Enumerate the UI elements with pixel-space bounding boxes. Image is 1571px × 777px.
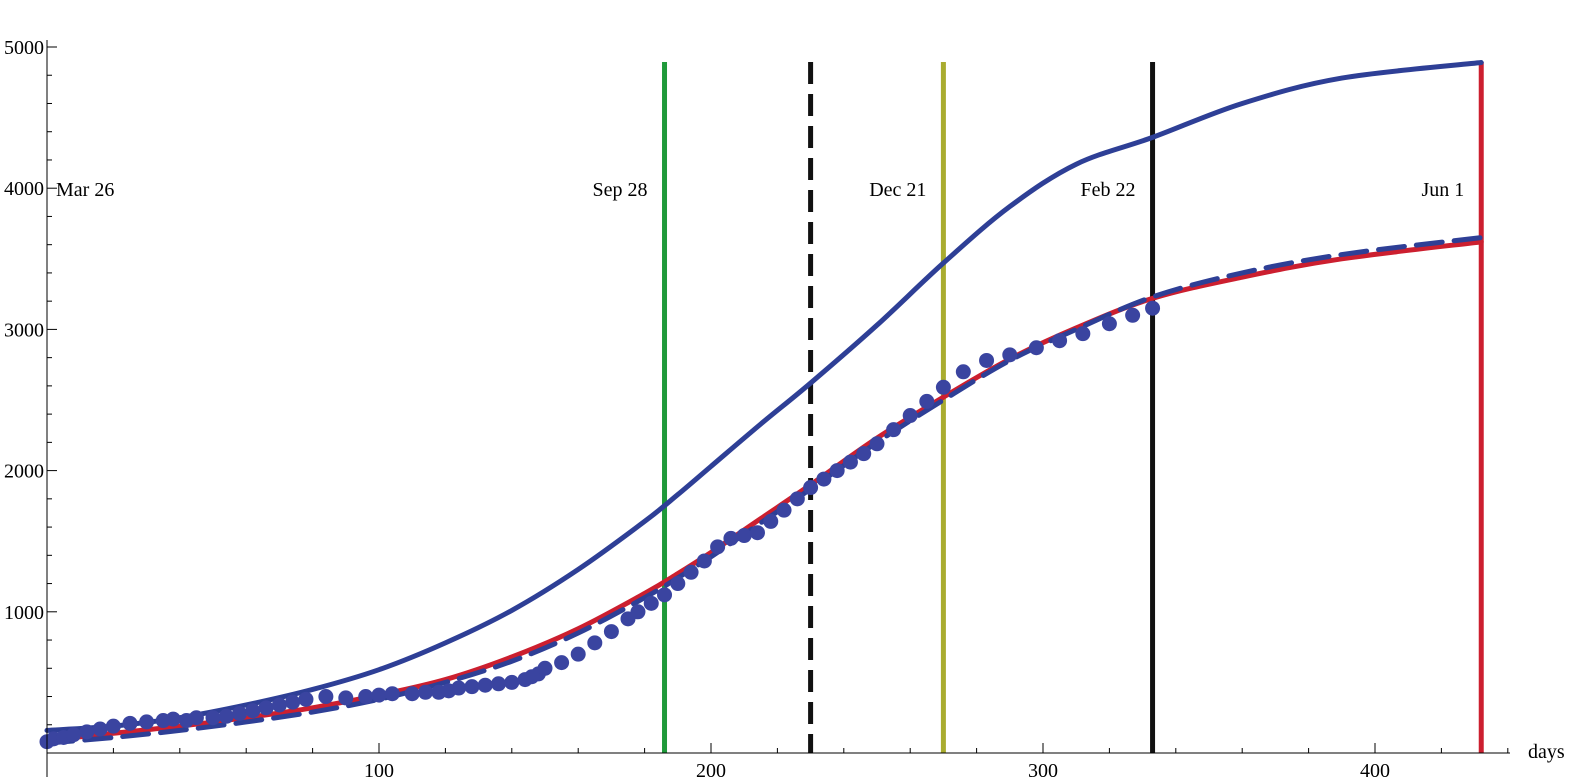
y-tick-label: 3000 <box>4 319 44 341</box>
scatter-point <box>1145 300 1161 316</box>
scatter-point <box>856 446 872 462</box>
event-labels: Mar 26 Sep 28 Dec 21 Feb 22 Jun 1 <box>56 179 1464 201</box>
scatter-point <box>723 530 739 546</box>
scatter-point <box>736 528 752 544</box>
scatter-point <box>803 480 819 496</box>
event-label: Jun 1 <box>1421 179 1464 201</box>
scatter-point <box>404 686 420 702</box>
scatter-point <box>683 564 699 580</box>
scatter-point <box>122 715 138 731</box>
scatter-point <box>1101 316 1117 332</box>
axes <box>46 40 1510 777</box>
scatter-point <box>789 491 805 507</box>
scatter-point <box>869 436 885 452</box>
scatter-point <box>491 676 507 692</box>
scatter-point <box>371 687 387 703</box>
scatter-point <box>710 539 726 555</box>
y-ticks: 1000 2000 3000 4000 5000 <box>4 37 57 726</box>
scatter-point <box>205 710 221 726</box>
scatter-point <box>1125 307 1141 323</box>
scatter-point <box>338 690 354 706</box>
scatter-point <box>298 691 314 707</box>
x-tick-label: 100 <box>364 760 394 777</box>
scatter-point <box>271 697 287 713</box>
scatter-point <box>587 635 603 651</box>
scatter-point <box>554 655 570 671</box>
scatter-point <box>188 710 204 726</box>
x-axis-label: days <box>1528 741 1565 763</box>
scatter-point <box>358 689 374 705</box>
scatter-point <box>979 352 995 368</box>
scatter-point <box>603 624 619 640</box>
scatter-point <box>79 724 95 740</box>
scatter-point <box>829 463 845 479</box>
scatter-point <box>245 703 261 719</box>
y-tick-label: 5000 <box>4 37 44 59</box>
scatter-point <box>902 408 918 424</box>
scatter-point <box>285 694 301 710</box>
scatter-point <box>1002 347 1018 363</box>
scatter-point <box>477 677 493 693</box>
scatter-point <box>763 513 779 529</box>
x-ticks: 100 200 300 400 <box>112 743 1509 777</box>
y-tick-label: 1000 <box>4 602 44 624</box>
scatter-point <box>935 379 951 395</box>
scatter-point <box>451 680 467 696</box>
scatter-point <box>218 708 234 724</box>
scatter-point <box>696 553 712 569</box>
scatter-point <box>570 646 586 662</box>
scatter-point <box>670 576 686 592</box>
scatter-point <box>318 689 334 705</box>
series-line <box>44 60 1484 733</box>
event-label: Dec 21 <box>869 179 926 201</box>
scatter-point <box>464 679 480 695</box>
scatter-point <box>105 718 121 734</box>
scatter-point <box>955 364 971 380</box>
scatter-point <box>537 660 553 676</box>
scatter-point <box>139 714 155 730</box>
scatter-point <box>1052 333 1068 349</box>
scatter-point <box>886 422 902 438</box>
y-tick-label: 2000 <box>4 461 44 483</box>
dashed-series-line <box>44 235 1484 746</box>
event-label: Feb 22 <box>1081 179 1136 201</box>
scatter-point <box>643 595 659 611</box>
scatter-point <box>232 705 248 721</box>
scatter-point <box>92 721 108 737</box>
scatter-point <box>630 604 646 620</box>
scatter-point <box>1028 340 1044 356</box>
series-line <box>44 239 1484 743</box>
event-label: Sep 28 <box>593 179 648 201</box>
y-tick-label: 4000 <box>4 178 44 200</box>
scatter-point <box>749 525 765 541</box>
scatter-point <box>504 674 520 690</box>
scatter-point <box>384 686 400 702</box>
scatter-point <box>258 700 274 716</box>
scatter-point <box>1075 326 1091 342</box>
scatter-point <box>657 587 673 603</box>
scatter-point <box>816 471 832 487</box>
series-lines <box>44 60 1484 746</box>
x-tick-label: 200 <box>696 760 726 777</box>
scatter-point <box>165 711 181 727</box>
scatter-point <box>776 502 792 518</box>
event-label: Mar 26 <box>56 179 114 201</box>
scatter-point <box>417 684 433 700</box>
scatter-point <box>919 393 935 409</box>
x-tick-label: 300 <box>1028 760 1058 777</box>
scatter-point <box>842 454 858 470</box>
scatter-points <box>39 300 1161 750</box>
x-tick-label: 400 <box>1360 760 1390 777</box>
event-lines <box>662 62 1484 753</box>
scatter-point <box>66 727 82 743</box>
